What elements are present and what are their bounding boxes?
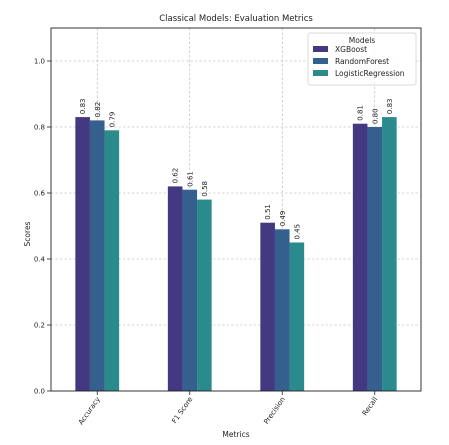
bar	[75, 117, 90, 391]
y-tick-label: 1.0	[34, 58, 45, 66]
legend: Models XGBoost RandomForest LogisticRegres…	[307, 32, 417, 86]
bar	[289, 242, 305, 391]
bar	[382, 117, 397, 391]
bar-value-label: 0.82	[94, 102, 102, 118]
legend-entry-label: LogisticRegression	[335, 69, 405, 78]
bar-value-label: 0.45	[293, 224, 301, 240]
bar	[182, 189, 198, 391]
x-tick-label: Precision	[262, 396, 286, 426]
bar-value-label: 0.49	[279, 211, 287, 227]
legend-entry-label: RandomForest	[335, 57, 389, 66]
x-axis-label: Metrics	[222, 430, 249, 439]
legend-swatch	[313, 70, 328, 76]
bar-value-label: 0.83	[79, 99, 87, 115]
x-tick-label: Accuracy	[77, 396, 102, 427]
bars	[75, 117, 397, 392]
y-tick-label: 0.4	[34, 256, 46, 264]
bar	[197, 199, 212, 391]
bar	[274, 229, 290, 391]
x-axis-ticks: Accuracy F1 Score Precision Recall	[77, 391, 379, 426]
y-tick-label: 0.6	[34, 190, 46, 198]
y-tick-label: 0.8	[34, 124, 45, 132]
bar-value-label: 0.81	[357, 105, 365, 121]
bar-value-label: 0.83	[386, 99, 394, 115]
bar-value-label: 0.79	[108, 112, 116, 128]
bar-value-label: 0.62	[172, 168, 180, 184]
chart-title: Classical Models: Evaluation Metrics	[159, 14, 313, 24]
legend-swatch	[313, 58, 328, 64]
bar-value-label: 0.61	[186, 171, 194, 187]
legend-entry-label: XGBoost	[335, 45, 367, 54]
bar	[104, 130, 120, 392]
bar	[352, 123, 368, 391]
bar	[89, 120, 105, 392]
y-axis-ticks: 0.0 0.2 0.4 0.6 0.8 1.0	[34, 58, 51, 396]
x-tick-label: F1 Score	[170, 396, 194, 425]
bar-value-label: 0.58	[201, 181, 209, 197]
legend-title: Models	[349, 36, 376, 45]
y-axis-label: Scores	[23, 221, 32, 246]
bar	[260, 222, 275, 391]
y-tick-label: 0.2	[34, 322, 45, 330]
x-tick-label: Recall	[361, 396, 380, 418]
data-labels: 0.83 0.62 0.51 0.81 0.82 0.61 0.49 0.80 0.79 0.58…	[79, 99, 394, 240]
legend-box	[307, 32, 417, 86]
bar-value-label: 0.80	[371, 108, 379, 124]
legend-swatch	[313, 46, 328, 52]
bar	[167, 186, 183, 391]
bar-value-label: 0.51	[264, 204, 272, 220]
y-tick-label: 0.0	[34, 388, 45, 396]
bar	[367, 127, 383, 391]
plot-frame	[50, 27, 422, 392]
